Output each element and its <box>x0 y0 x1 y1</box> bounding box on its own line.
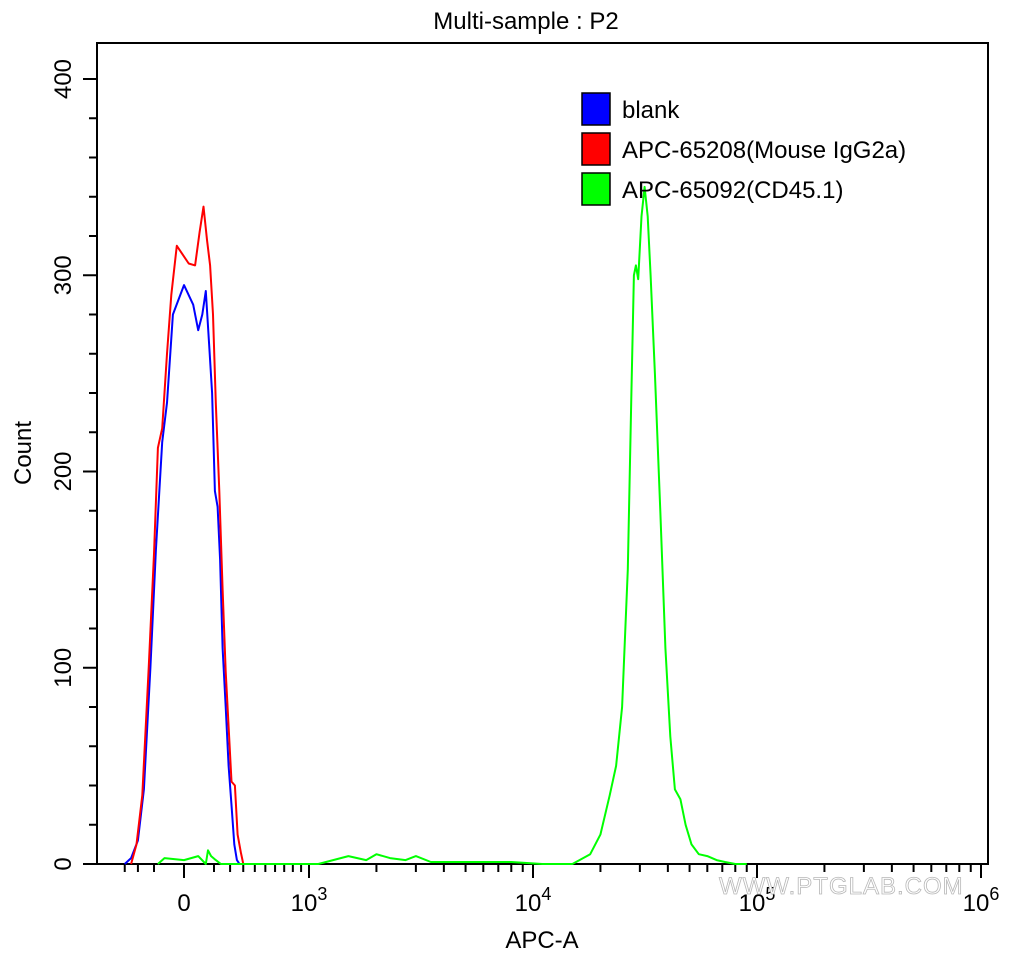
series-line-3 <box>157 185 747 865</box>
y-axis: 0 100 200 300 400 <box>50 59 97 871</box>
plot-frame <box>96 42 989 865</box>
legend: blank APC-65208(Mouse IgG2a) APC-65092(CD4… <box>581 92 906 206</box>
x-axis-title: APC-A <box>505 927 578 954</box>
x-tick-label: 103 <box>291 884 328 917</box>
x-tick-label: 0 <box>177 890 190 917</box>
series-layer <box>124 185 747 865</box>
x-tick-label: 106 <box>963 884 1000 917</box>
y-tick-label: 0 <box>50 857 77 870</box>
series-line-1 <box>124 284 241 865</box>
series-line-2 <box>130 205 245 865</box>
y-tick-label: 400 <box>50 59 77 99</box>
legend-swatch-2 <box>581 132 611 166</box>
legend-swatch-1 <box>581 92 611 126</box>
y-tick-label: 300 <box>50 255 77 295</box>
x-axis: 0 103 104 105 106 <box>123 864 1000 917</box>
legend-label-3: APC-65092(CD45.1) <box>622 177 843 204</box>
chart-title: Multi-sample : P2 <box>433 8 618 35</box>
watermark: WWW.PTGLAB.COM <box>719 873 964 900</box>
x-tick-label: 104 <box>515 884 552 917</box>
y-tick-label: 200 <box>50 451 77 491</box>
legend-label-1: blank <box>622 97 680 124</box>
legend-label-2: APC-65208(Mouse IgG2a) <box>622 137 906 164</box>
y-axis-title: Count <box>10 421 37 485</box>
y-tick-label: 100 <box>50 648 77 688</box>
x-tick-label: 105 <box>739 884 776 917</box>
legend-swatch-3 <box>581 172 611 206</box>
